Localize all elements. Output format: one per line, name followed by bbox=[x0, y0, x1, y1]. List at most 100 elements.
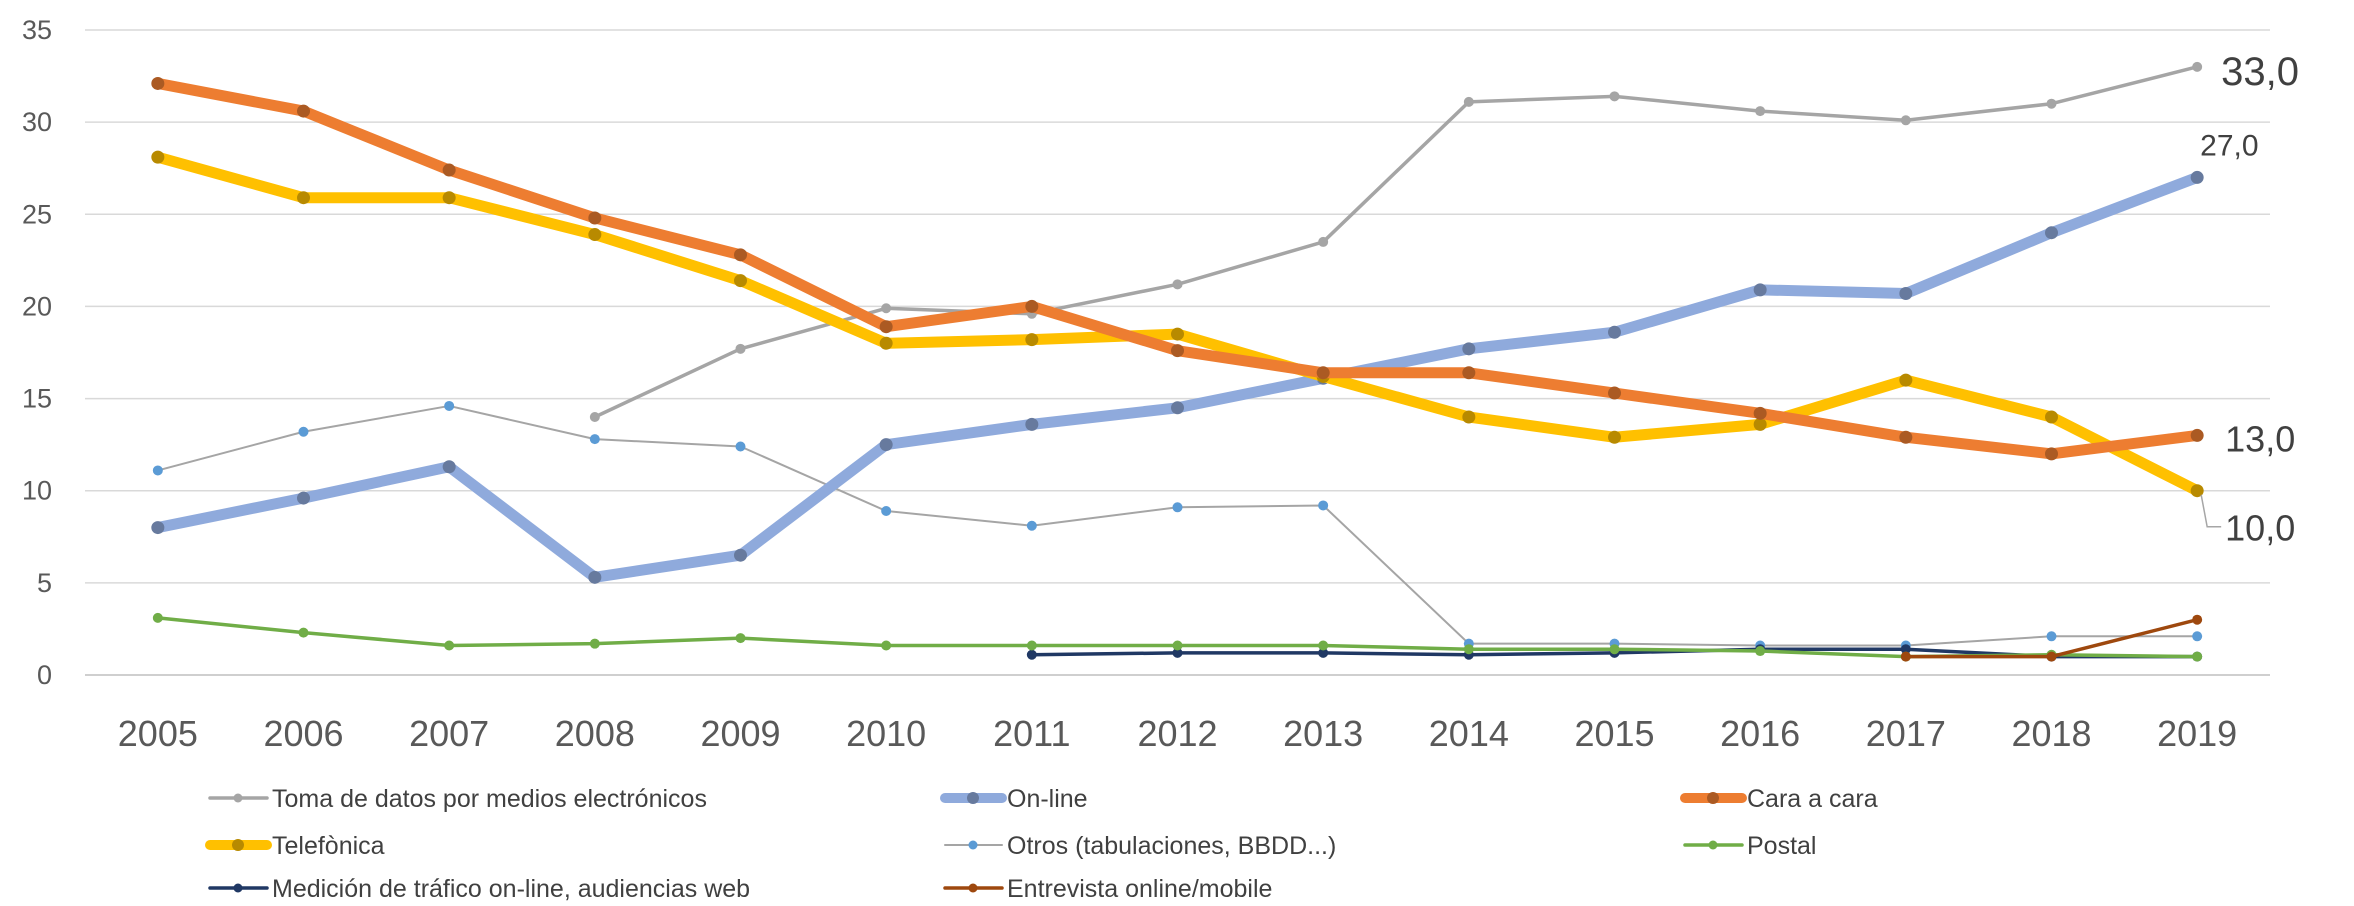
point-on-line-2009 bbox=[734, 548, 747, 562]
point-on-line-2019 bbox=[2190, 170, 2204, 184]
x-tick-label-2009: 2009 bbox=[700, 713, 780, 754]
legend-item-medicion-de-trafico-on-line-audiencias-web: Medición de tráfico on-line, audiencias … bbox=[208, 875, 750, 903]
point-telefonica-2014 bbox=[1462, 410, 1476, 424]
point-entrevista-online-mobile-2019 bbox=[2192, 614, 2203, 625]
point-telefonica-2005 bbox=[151, 150, 165, 164]
point-postal-2011 bbox=[1026, 640, 1037, 651]
series-entrevista-online-mobile bbox=[1900, 614, 2203, 662]
series-otros-tabulaciones-bbdd bbox=[152, 400, 2203, 651]
point-cara-a-cara-2005 bbox=[151, 76, 165, 90]
legend-label-postal: Postal bbox=[1747, 832, 1816, 860]
point-otros-tabulaciones-bbdd-2010 bbox=[881, 505, 892, 516]
point-medicion-de-trafico-on-line-audiencias-web-2011 bbox=[1026, 649, 1037, 660]
series-line-telefonica bbox=[152, 151, 2203, 497]
data-label-toma-de-datos-por-medios-electronicos: 33,0 bbox=[2221, 50, 2299, 94]
legend-item-postal: Postal bbox=[1683, 832, 1816, 860]
legend-label-medicion-de-trafico-on-line-audiencias-web: Medición de tráfico on-line, audiencias … bbox=[272, 875, 750, 903]
point-postal-2005 bbox=[152, 612, 163, 623]
series-on-line bbox=[151, 170, 2204, 584]
point-cara-a-cara-2019 bbox=[2190, 428, 2204, 442]
x-tick-label-2017: 2017 bbox=[1866, 713, 1946, 754]
point-cara-a-cara-2010 bbox=[879, 320, 893, 334]
point-on-line-2007 bbox=[442, 460, 456, 474]
x-tick-label-2007: 2007 bbox=[409, 713, 489, 754]
point-postal-2007 bbox=[444, 640, 455, 651]
point-postal-2010 bbox=[881, 640, 892, 651]
leader-line-telefonica bbox=[2200, 494, 2222, 528]
x-tick-label-2018: 2018 bbox=[2011, 713, 2091, 754]
point-otros-tabulaciones-bbdd-2013 bbox=[1318, 500, 1329, 511]
point-postal-2016 bbox=[1755, 646, 1766, 657]
legend-item-toma-de-datos-por-medios-electronicos: Toma de datos por medios electrónicos bbox=[208, 785, 707, 813]
x-axis: 2005 2006 2007 2008 2009 2010 2011 2012 2013 2014… bbox=[118, 713, 2237, 754]
legend-marker-postal bbox=[1708, 840, 1718, 850]
legend-marker-otros-tabulaciones-bbdd bbox=[968, 840, 978, 850]
legend-label-toma-de-datos-por-medios-electronicos: Toma de datos por medios electrónicos bbox=[272, 785, 707, 813]
point-toma-de-datos-por-medios-electronicos-2016 bbox=[1755, 106, 1766, 117]
point-cara-a-cara-2015 bbox=[1608, 386, 1621, 400]
point-cara-a-cara-2017 bbox=[1899, 430, 1913, 444]
point-cara-a-cara-2018 bbox=[2045, 447, 2058, 461]
x-tick-label-2011: 2011 bbox=[993, 713, 1070, 754]
series-line-on-line bbox=[152, 171, 2203, 583]
point-postal-2013 bbox=[1318, 640, 1329, 651]
point-on-line-2015 bbox=[1608, 325, 1621, 339]
point-postal-2019 bbox=[2192, 651, 2203, 662]
gridlines bbox=[85, 29, 2270, 676]
legend-item-entrevista-online-mobile: Entrevista online/mobile bbox=[943, 875, 1272, 903]
point-toma-de-datos-por-medios-electronicos-2017 bbox=[1900, 115, 1911, 126]
x-tick-label-2008: 2008 bbox=[555, 713, 635, 754]
point-toma-de-datos-por-medios-electronicos-2014 bbox=[1463, 96, 1474, 107]
legend: Toma de datos por medios electrónicos On-… bbox=[205, 785, 1878, 903]
x-tick-label-2013: 2013 bbox=[1283, 713, 1363, 754]
legend-label-otros-tabulaciones-bbdd: Otros (tabulaciones, BBDD...) bbox=[1007, 832, 1336, 860]
point-otros-tabulaciones-bbdd-2006 bbox=[298, 426, 309, 437]
y-tick-label-5: 5 bbox=[37, 568, 52, 598]
data-label-on-line: 27,0 bbox=[2200, 129, 2258, 162]
x-tick-label-2014: 2014 bbox=[1429, 713, 1509, 754]
point-on-line-2006 bbox=[297, 491, 310, 505]
point-cara-a-cara-2007 bbox=[442, 163, 456, 177]
point-cara-a-cara-2014 bbox=[1462, 366, 1476, 380]
legend-item-telefonica: Telefònica bbox=[205, 832, 385, 860]
x-tick-label-2010: 2010 bbox=[846, 713, 926, 754]
point-otros-tabulaciones-bbdd-2009 bbox=[735, 441, 746, 452]
legend-label-cara-a-cara: Cara a cara bbox=[1747, 785, 1878, 813]
point-postal-2012 bbox=[1172, 640, 1183, 651]
series-telefonica bbox=[151, 150, 2204, 498]
point-telefonica-2012 bbox=[1171, 327, 1184, 341]
series-group bbox=[151, 61, 2204, 662]
legend-marker-telefonica bbox=[232, 839, 244, 851]
legend-label-entrevista-online-mobile: Entrevista online/mobile bbox=[1007, 875, 1272, 903]
data-labels: 33,0 27,0 13,0 10,0 bbox=[2200, 50, 2299, 549]
point-otros-tabulaciones-bbdd-2008 bbox=[589, 434, 600, 445]
point-cara-a-cara-2009 bbox=[734, 248, 747, 262]
point-toma-de-datos-por-medios-electronicos-2010 bbox=[881, 303, 892, 314]
point-postal-2006 bbox=[298, 627, 309, 638]
y-tick-label-0: 0 bbox=[37, 660, 52, 690]
point-medicion-de-trafico-on-line-audiencias-web-2017 bbox=[1900, 644, 1911, 655]
point-on-line-2008 bbox=[588, 570, 602, 584]
point-on-line-2014 bbox=[1462, 342, 1476, 356]
point-on-line-2017 bbox=[1899, 287, 1913, 301]
point-postal-2015 bbox=[1609, 644, 1620, 655]
point-otros-tabulaciones-bbdd-2012 bbox=[1172, 502, 1183, 513]
point-telefonica-2006 bbox=[297, 191, 310, 205]
legend-marker-entrevista-online-mobile bbox=[968, 883, 978, 893]
point-cara-a-cara-2012 bbox=[1171, 344, 1184, 358]
point-cara-a-cara-2008 bbox=[588, 211, 602, 225]
point-telefonica-2009 bbox=[734, 274, 747, 288]
point-entrevista-online-mobile-2017 bbox=[1900, 651, 1911, 662]
x-tick-label-2015: 2015 bbox=[1574, 713, 1654, 754]
x-tick-label-2019: 2019 bbox=[2157, 713, 2237, 754]
series-line-otros-tabulaciones-bbdd bbox=[156, 404, 2199, 647]
point-telefonica-2011 bbox=[1025, 333, 1039, 347]
point-entrevista-online-mobile-2018 bbox=[2046, 651, 2057, 662]
point-otros-tabulaciones-bbdd-2011 bbox=[1026, 520, 1037, 531]
point-postal-2009 bbox=[735, 633, 746, 644]
point-toma-de-datos-por-medios-electronicos-2008 bbox=[589, 412, 600, 422]
y-tick-label-20: 20 bbox=[22, 291, 52, 321]
point-telefonica-2017 bbox=[1899, 373, 1913, 387]
point-medicion-de-trafico-on-line-audiencias-web-2012 bbox=[1172, 647, 1183, 658]
